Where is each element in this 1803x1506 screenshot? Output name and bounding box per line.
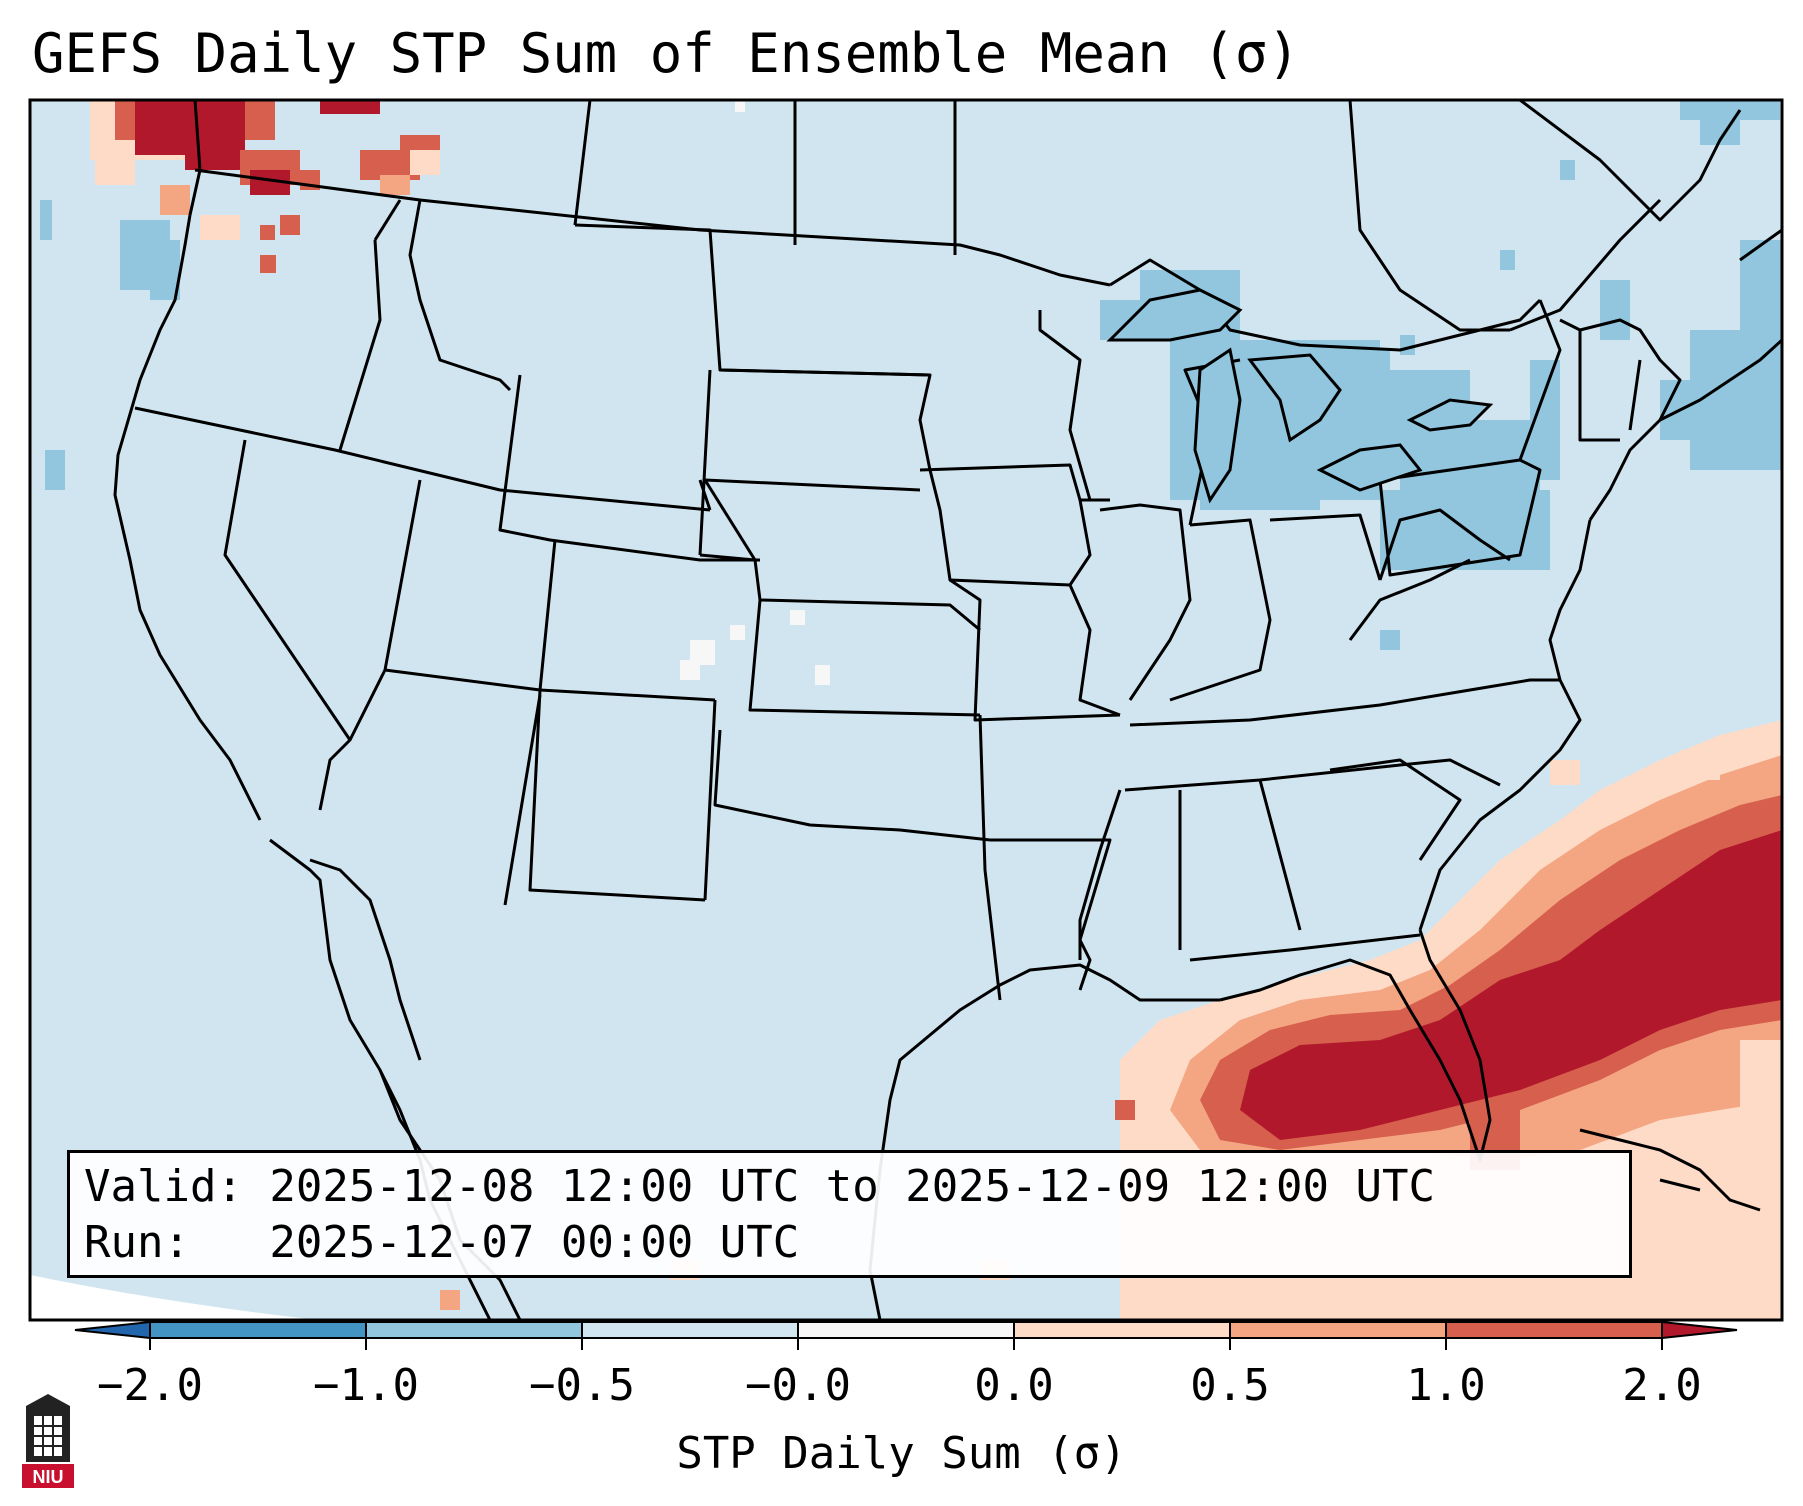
anomaly-near-zero <box>680 100 830 685</box>
niu-logo-icon: NIU <box>22 1394 74 1488</box>
colorbar-segment-2 <box>581 1321 799 1339</box>
colorbar-tick-marks <box>149 1338 1663 1350</box>
valid-time-line: Valid: 2025-12-08 12:00 UTC to 2025-12-0… <box>84 1161 1436 1212</box>
valid-run-info-box: Valid: 2025-12-08 12:00 UTC to 2025-12-0… <box>67 1150 1632 1278</box>
colorbar-tick-label: 1.0 <box>1406 1360 1486 1411</box>
colorbar-tick-label: 2.0 <box>1622 1360 1702 1411</box>
colorbar-tick-label: −0.0 <box>745 1360 851 1411</box>
colorbar-tick-label: −1.0 <box>313 1360 419 1411</box>
map-frame <box>28 98 1784 1322</box>
colorbar-tick-label: −0.5 <box>529 1360 635 1411</box>
colorbar-tick-label: 0.5 <box>1190 1360 1270 1411</box>
page-title: GEFS Daily STP Sum of Ensemble Mean (σ) <box>32 22 1300 85</box>
run-time-line: Run: 2025-12-07 00:00 UTC <box>84 1217 800 1268</box>
colorbar-tick-label: 0.0 <box>974 1360 1054 1411</box>
colorbar-segment-0 <box>149 1321 367 1339</box>
projection-edge-left <box>30 1275 319 1320</box>
colorbar-segment-4 <box>1013 1321 1231 1339</box>
niu-logo-text: NIU <box>33 1467 64 1487</box>
colorbar-over-arrow <box>1661 1320 1738 1340</box>
colorbar <box>74 1320 1738 1350</box>
great-lakes <box>1106 288 1494 504</box>
colorbar-segment-5 <box>1229 1321 1447 1339</box>
colorbar-under-arrow <box>74 1320 151 1340</box>
colorbar-segment-6 <box>1445 1321 1663 1339</box>
colorbar-segment-3 <box>797 1321 1015 1339</box>
colorbar-label: STP Daily Sum (σ) <box>676 1428 1127 1479</box>
colorbar-tick-label: −2.0 <box>97 1360 203 1411</box>
state-borders <box>134 100 1662 1001</box>
colorbar-segment-1 <box>365 1321 583 1339</box>
